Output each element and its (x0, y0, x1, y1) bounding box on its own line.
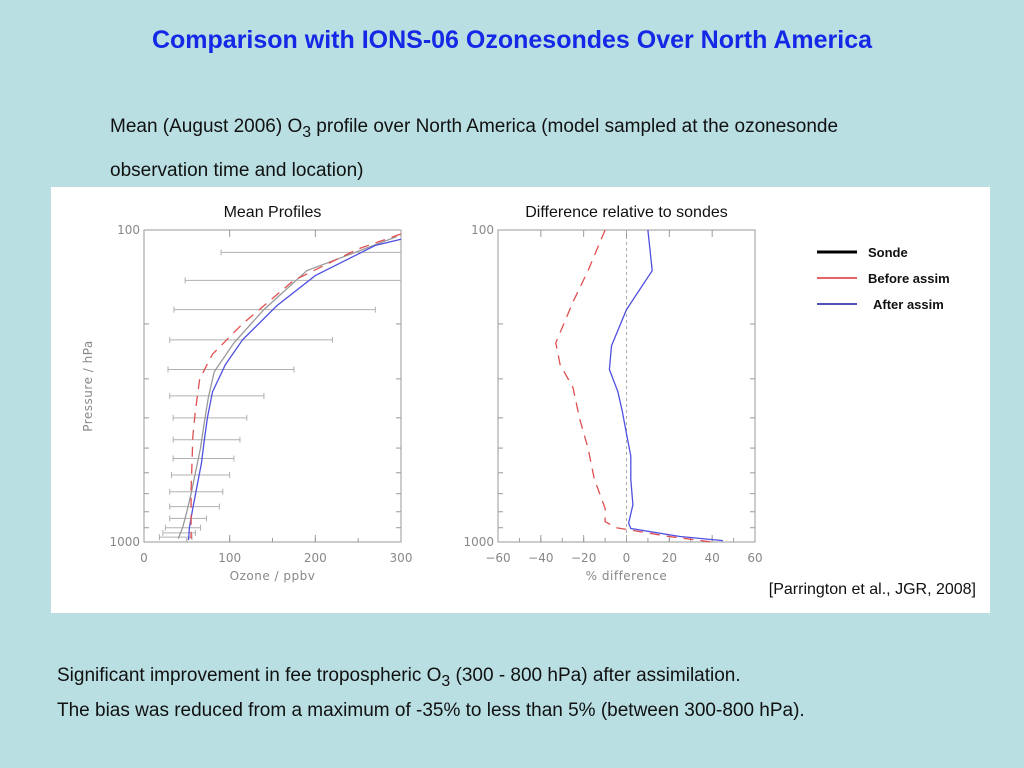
plot-title-1: Difference relative to sondes (525, 204, 727, 221)
y-tick-label: 1000 (109, 535, 140, 549)
legend-label: Sonde (868, 245, 908, 260)
y-axis-label: Pressure / hPa (81, 340, 95, 432)
conclusion-text-1: Significant improvement in fee troposphe… (57, 665, 442, 686)
series-line-sonde (177, 235, 397, 539)
x-tick-label: 200 (304, 551, 327, 565)
y-tick-label: 1000 (463, 535, 494, 549)
legend-label: After assim (873, 297, 944, 312)
series-line-after-assim (187, 238, 402, 541)
y-tick-label: 100 (117, 223, 140, 237)
subtitle-text-cont: profile over North America (model sample… (110, 116, 839, 181)
x-tick-label: −60 (485, 551, 510, 565)
plot-frame-0 (143, 229, 402, 543)
x-tick-label: −40 (528, 551, 553, 565)
x-tick-label: −20 (571, 551, 596, 565)
series-line-after-assim (608, 229, 723, 542)
subtitle-subscript: 3 (302, 123, 312, 141)
x-tick-label: 20 (662, 551, 677, 565)
conclusion: Significant improvement in fee troposphe… (57, 661, 997, 725)
x-tick-label: 100 (218, 551, 241, 565)
x-tick-label: 40 (705, 551, 720, 565)
x-tick-label: 300 (390, 551, 413, 565)
conclusion-line-2: The bias was reduced from a maximum of -… (57, 699, 805, 721)
conclusion-line-1: Significant improvement in fee troposphe… (57, 661, 997, 696)
subtitle-text: Mean (August 2006) O (110, 116, 303, 137)
x-tick-label: 0 (140, 551, 148, 565)
slide-title: Comparison with IONS-06 Ozonesondes Over… (151, 26, 873, 54)
plot-title-0: Mean Profiles (224, 204, 322, 221)
x-axis-label: % difference (586, 569, 668, 583)
series-line-before-assim (555, 229, 713, 543)
conclusion-text-1-cont: (300 - 800 hPa) after assimilation. (450, 665, 741, 686)
x-tick-label: 0 (623, 551, 631, 565)
y-tick-label: 100 (471, 223, 494, 237)
slide-subtitle: Mean (August 2006) O3 profile over North… (110, 108, 890, 190)
conclusion-subscript: 3 (441, 672, 451, 690)
x-tick-label: 60 (747, 551, 762, 565)
figure-panel: Mean Profiles 100 1000 0 100 200 300 Ozone / pp… (51, 187, 990, 613)
x-axis-label: Ozone / ppbv (230, 569, 316, 583)
citation: [Parrington et al., JGR, 2008] (768, 581, 976, 598)
legend-label: Before assim (868, 271, 950, 286)
